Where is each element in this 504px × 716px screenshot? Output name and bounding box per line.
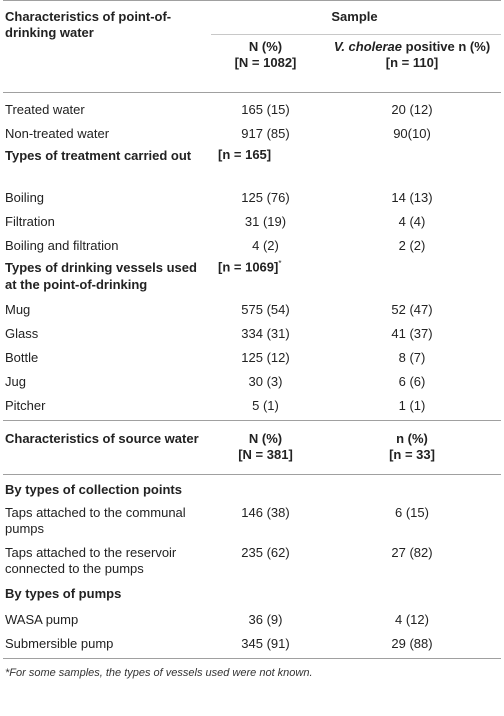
table-row: Pitcher 5 (1) 1 (1) xyxy=(3,393,501,417)
header-row: Characteristics of point-of-drinking wat… xyxy=(3,1,501,40)
table-row: Boiling 125 (76) 14 (13) xyxy=(3,185,501,209)
bottom-rule xyxy=(3,658,501,659)
row-label: WASA pump xyxy=(5,611,79,627)
row-n: 5 (1) xyxy=(252,397,279,413)
table-top-rule xyxy=(3,0,501,1)
row-positive: 6 (15) xyxy=(395,505,429,520)
section-treatment: Types of treatment carried out [n = 165] xyxy=(5,147,272,163)
row-positive: 29 (88) xyxy=(391,635,433,651)
row-n: 36 (9) xyxy=(248,611,283,627)
table-row: Taps attached to the communal pumps 146 (… xyxy=(3,503,501,543)
table-row: Boiling and filtration 4 (2) 2 (2) xyxy=(3,233,501,257)
section-pumps: By types of pumps xyxy=(5,586,122,601)
footnote: *For some samples, the types of vessels … xyxy=(5,667,313,679)
header-col2: N (%) [N = 1082] xyxy=(234,39,297,70)
source-header-col3: n (%) [n = 33] xyxy=(389,431,435,462)
table-row: Mug 575 (54) 52 (47) xyxy=(3,297,501,321)
table-row: WASA pump 36 (9) 4 (12) xyxy=(3,607,501,631)
header-col3: V. cholerae positive n (%) [n = 110] xyxy=(333,39,491,70)
row-positive: 41 (37) xyxy=(391,325,433,341)
row-n: 146 (38) xyxy=(241,505,290,520)
section-collection: By types of collection points xyxy=(5,482,182,497)
row-positive: 8 (7) xyxy=(398,349,426,365)
table-row: Filtration 31 (19) 4 (4) xyxy=(3,209,501,233)
row-positive: 20 (12) xyxy=(391,101,433,117)
row-n: 30 (3) xyxy=(248,373,283,389)
header-rule xyxy=(3,92,501,93)
subheader-row: N (%) [N = 1082] V. cholerae positive n … xyxy=(3,35,501,89)
row-n: 917 (85) xyxy=(241,125,290,141)
sample-underline xyxy=(211,34,501,35)
table-row: Treated water 165 (15) 20 (12) xyxy=(3,97,501,121)
row-positive: 4 (12) xyxy=(395,611,429,627)
row-n: 31 (19) xyxy=(244,213,287,229)
row-label: Taps attached to the reservoir connected… xyxy=(5,545,177,576)
row-label: Boiling and filtration xyxy=(5,237,119,253)
row-positive: 2 (2) xyxy=(398,237,426,253)
row-label: Non-treated water xyxy=(5,125,110,141)
source-header-rule xyxy=(3,474,501,475)
row-n: 4 (2) xyxy=(252,237,279,253)
row-label: Boiling xyxy=(5,189,45,205)
source-header-row: Characteristics of source water N (%) [N… xyxy=(3,421,501,471)
row-label: Glass xyxy=(5,325,39,341)
row-positive: 14 (13) xyxy=(391,189,433,205)
row-label: Submersible pump xyxy=(5,635,114,651)
row-n: 235 (62) xyxy=(241,545,290,560)
source-header-col2: N (%) [N = 381] xyxy=(238,431,293,462)
table-row: Non-treated water 917 (85) 90(10) xyxy=(3,121,501,145)
row-label: Treated water xyxy=(5,101,85,117)
row-n: 125 (76) xyxy=(241,189,290,205)
section-vessels: Types of drinking vessels used at the po… xyxy=(5,259,282,292)
row-n: 165 (15) xyxy=(241,101,290,117)
row-label: Filtration xyxy=(5,213,55,229)
row-label: Bottle xyxy=(5,349,39,365)
row-n: 345 (91) xyxy=(241,635,290,651)
row-label: Jug xyxy=(5,373,26,389)
row-positive: 27 (82) xyxy=(391,545,433,560)
row-positive: 1 (1) xyxy=(398,397,426,413)
header-col1: Characteristics of point-of-drinking wat… xyxy=(5,9,172,40)
row-positive: 52 (47) xyxy=(391,301,433,317)
header-sample: Sample xyxy=(331,9,378,24)
row-positive: 90(10) xyxy=(393,125,431,141)
row-n: 125 (12) xyxy=(241,349,290,365)
row-n: 334 (31) xyxy=(241,325,290,341)
row-positive: 6 (6) xyxy=(398,373,426,389)
table-row: Bottle 125 (12) 8 (7) xyxy=(3,345,501,369)
table-row: Glass 334 (31) 41 (37) xyxy=(3,321,501,345)
row-label: Taps attached to the communal pumps xyxy=(5,505,186,536)
table-row: Jug 30 (3) 6 (6) xyxy=(3,369,501,393)
table-row: Submersible pump 345 (91) 29 (88) xyxy=(3,631,501,655)
row-label: Mug xyxy=(5,301,31,317)
row-label: Pitcher xyxy=(5,397,46,413)
table-row: Taps attached to the reservoir connected… xyxy=(3,543,501,583)
row-positive: 4 (4) xyxy=(398,213,426,229)
mid-rule xyxy=(3,420,501,421)
row-n: 575 (54) xyxy=(241,301,290,317)
